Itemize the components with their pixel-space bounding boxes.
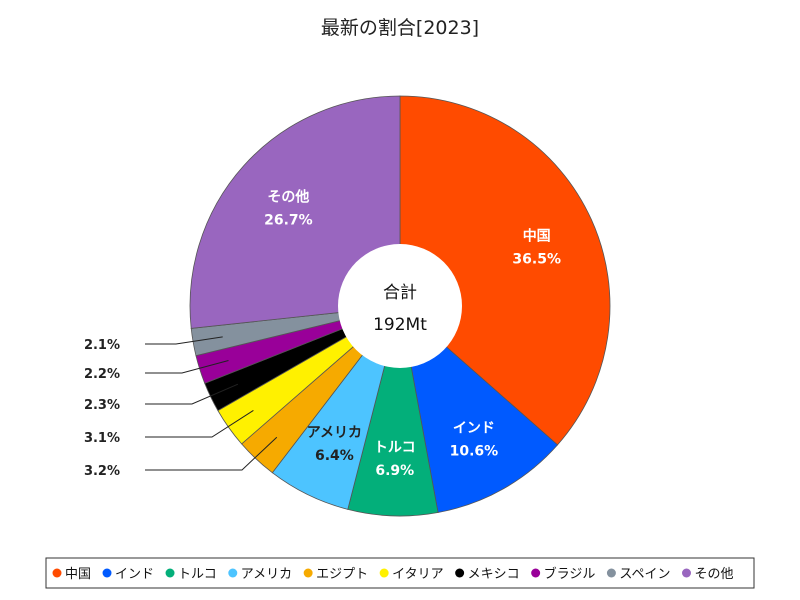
slice-9-value-label: 26.7%	[264, 213, 313, 229]
slice-9-wedge	[189, 95, 401, 329]
slice-7-value-label: 2.2%	[84, 367, 120, 382]
slice-2-name-label: トルコ	[374, 440, 416, 456]
legend-marker-8	[606, 568, 616, 578]
donut-hole	[338, 244, 462, 368]
center-value: 192Mt	[373, 315, 427, 335]
slice-0-wedge	[399, 95, 611, 446]
legend: 中国 インド トルコ アメリカ エジプト イタリア メキシコ ブラジル スペイン その他	[45, 557, 755, 589]
slice-6-leader	[145, 383, 239, 405]
legend-label-6: メキシコ	[468, 567, 520, 582]
legend-marker-0	[52, 568, 62, 578]
slice-2-value-label: 6.9%	[375, 463, 414, 479]
slice-7-leader	[145, 360, 229, 374]
legend-label-3: アメリカ	[241, 567, 292, 582]
legend-label-7: ブラジル	[544, 566, 596, 582]
legend-label-2: トルコ	[178, 567, 217, 582]
legend-marker-6	[455, 568, 465, 578]
slice-0-value-label: 36.5%	[512, 251, 561, 267]
slice-4-leader	[145, 436, 278, 471]
legend-label-4: エジプト	[316, 567, 368, 582]
legend-marker-7	[531, 568, 541, 578]
legend-marker-4	[303, 568, 313, 578]
legend-label-1: インド	[115, 567, 154, 582]
slice-3-value-label: 6.4%	[315, 448, 354, 464]
legend-marker-9	[682, 568, 691, 578]
leader-lines	[145, 336, 278, 471]
legend-box	[45, 557, 755, 589]
legend-label-8: スペイン	[619, 567, 670, 582]
slice-0-name-label: 中国	[523, 227, 551, 244]
slice-labels: 中国 36.5% インド 10.6% トルコ 6.9% アメリカ 6.4% 3.2% 3.1% 2.…	[84, 189, 561, 479]
slice-8-leader	[145, 336, 223, 345]
slice-1-value-label: 10.6%	[450, 444, 499, 460]
legend-label-9: その他	[695, 567, 734, 582]
slice-1-name-label: インド	[453, 421, 495, 437]
legend-marker-3	[228, 568, 238, 578]
legend-label-0: 中国	[65, 567, 91, 582]
slice-8-value-label: 2.1%	[84, 338, 120, 353]
slice-4-value-label: 3.2%	[84, 464, 120, 479]
slice-5-value-label: 3.1%	[84, 431, 120, 446]
legend-label-5: イタリア	[392, 567, 443, 582]
legend-marker-5	[379, 568, 389, 578]
chart-title: 最新の割合[2023]	[321, 17, 479, 39]
center-label: 合計	[383, 283, 417, 303]
legend-marker-1	[102, 568, 112, 578]
slice-9-name-label: その他	[267, 189, 309, 206]
slice-6-value-label: 2.3%	[84, 398, 120, 413]
slice-3-name-label: アメリカ	[307, 425, 362, 441]
slice-1-wedge	[399, 304, 559, 513]
legend-marker-2	[165, 568, 175, 578]
slice-5-leader	[145, 409, 254, 438]
